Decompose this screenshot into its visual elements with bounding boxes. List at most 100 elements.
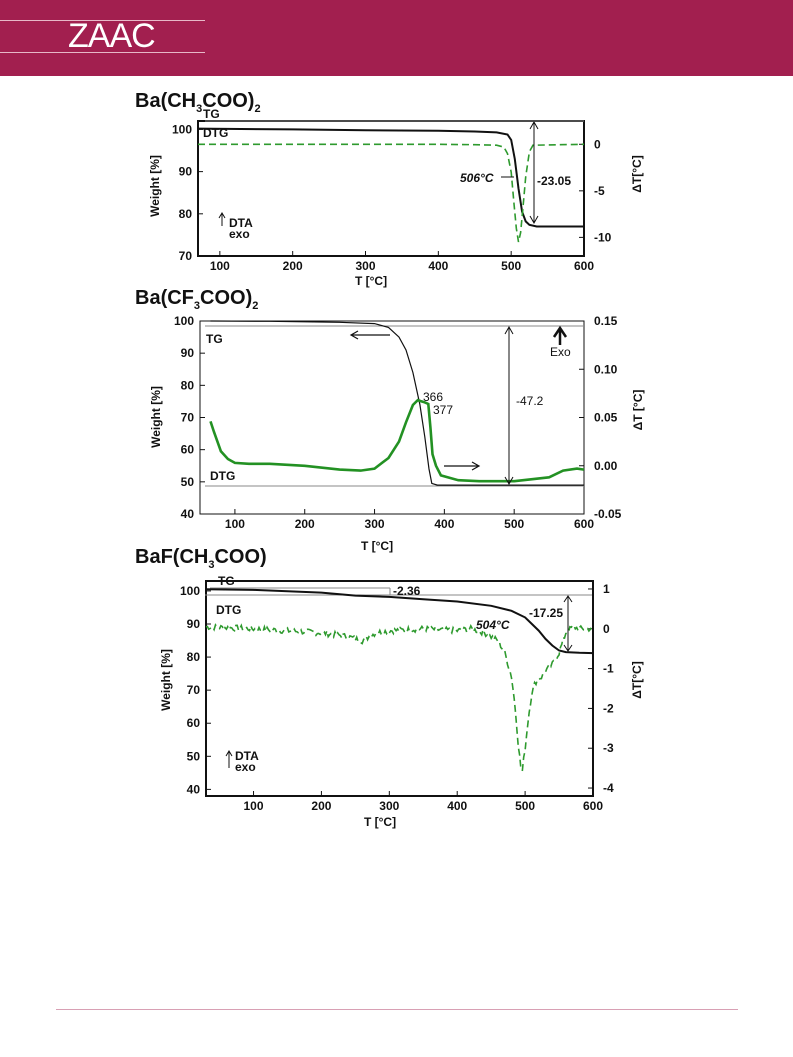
panel3-xtick-label: 300 xyxy=(379,799,399,813)
journal-header: ZAAC xyxy=(0,0,793,76)
panel3-ytick-label: 90 xyxy=(187,617,201,631)
panel3-ytick-label: 70 xyxy=(187,683,201,697)
panel2-left-arrow-icon xyxy=(349,330,390,340)
panel3-frame xyxy=(205,580,594,797)
panel3-xtick-label: 600 xyxy=(583,799,603,813)
panel3-xtick-label: 400 xyxy=(447,799,467,813)
panel3-y2tick-label: 1 xyxy=(603,582,610,596)
panel1-xtick-label: 200 xyxy=(283,259,303,273)
panel2-loss-label: -47.2 xyxy=(516,394,544,408)
panel1-compound-title: Ba(CH3COO)2 xyxy=(135,90,261,115)
panel1-xtick-label: 500 xyxy=(501,259,521,273)
panel1-ytick-label: 70 xyxy=(179,249,193,263)
panel3-ytick-label: 60 xyxy=(187,716,201,730)
panel2-y2tick-label: 0.05 xyxy=(594,411,618,425)
panel1-dta-label: DTA xyxy=(229,216,253,230)
panel1-loss-label: -23.05 xyxy=(537,174,571,188)
panel3-dta-arrow-icon xyxy=(225,750,233,768)
panel3-ytick-label: 80 xyxy=(187,650,201,664)
panel1-y2tick-label: -10 xyxy=(594,230,612,244)
panel2-dtg-line xyxy=(209,398,585,483)
panel3-tg-line xyxy=(205,588,594,655)
header-rule-bottom xyxy=(0,52,205,53)
panel3-compound-title: BaF(CH3COO) xyxy=(135,546,267,571)
panel3-y2label: ΔT[°C] xyxy=(630,661,644,698)
panel3-dtg-line xyxy=(205,623,594,772)
panel3-y2tick-label: -2 xyxy=(603,701,614,715)
panel3-ylabel: Weight [%] xyxy=(159,649,173,711)
panel3-xtick-label: 500 xyxy=(515,799,535,813)
panel2-xtick-label: 500 xyxy=(504,517,524,531)
panel1-exo-label: exo xyxy=(229,227,250,241)
panel2-exo-arrow-icon xyxy=(552,325,568,345)
panel2-peak1-label: 366 xyxy=(423,390,443,404)
panel1-y2tick-label: -5 xyxy=(594,184,605,198)
panel3-xtick-label: 100 xyxy=(244,799,264,813)
panel1-dta-arrow-icon xyxy=(218,212,226,226)
panel1-tg-label: TG xyxy=(203,107,220,121)
panel2-y2tick-label: 0.10 xyxy=(594,362,618,376)
panel1-ytick-label: 100 xyxy=(172,122,192,136)
panel1-ytick-label: 80 xyxy=(179,207,193,221)
panel3-temp-label: 504°C xyxy=(476,618,510,632)
panel2-tg-label: TG xyxy=(206,332,223,346)
panel1-xtick-label: 100 xyxy=(210,259,230,273)
panel3-ytick-label: 100 xyxy=(180,584,200,598)
panel2-xtick-label: 600 xyxy=(574,517,594,531)
panel1-ytick-label: 90 xyxy=(179,165,193,179)
panel3-loss1-label: -2.36 xyxy=(393,584,421,598)
panel1-xtick-label: 300 xyxy=(355,259,375,273)
panel2-ytick-label: 100 xyxy=(174,314,194,328)
panel2-xlabel: T [°C] xyxy=(361,539,393,553)
panel1-xtick-label: 600 xyxy=(574,259,594,273)
panel1-xtick-label: 400 xyxy=(428,259,448,273)
panel2-exo-label: Exo xyxy=(550,345,571,359)
panel2-xtick-label: 200 xyxy=(295,517,315,531)
panel-ba-acetate: Ba(CH3COO)2 100 200 300 400 500 600 70 80 90 100 -… xyxy=(135,90,644,288)
panel2-y2tick-label: -0.05 xyxy=(594,507,622,521)
panel2-ylabel: Weight [%] xyxy=(149,386,163,448)
panel1-tg-line xyxy=(197,127,584,228)
panel2-xtick-label: 300 xyxy=(365,517,385,531)
panel2-xtick-label: 400 xyxy=(434,517,454,531)
panel2-ytick-label: 70 xyxy=(181,411,195,425)
panel1-dtg-line xyxy=(198,143,585,243)
panel2-compound-title: Ba(CF3COO)2 xyxy=(135,287,258,312)
panel1-frame xyxy=(197,120,585,257)
panel2-right-arrow-icon xyxy=(444,461,481,471)
panel2-y2tick-label: 0.15 xyxy=(594,314,618,328)
panel3-y2tick-label: -1 xyxy=(603,662,614,676)
panel1-y2label: ΔT[°C] xyxy=(630,155,644,192)
panel2-dtg-label: DTG xyxy=(210,469,235,483)
panel1-temp-label: 506°C xyxy=(460,171,494,185)
panel3-y2tick-label: -3 xyxy=(603,741,614,755)
panel3-y2tick-label: 0 xyxy=(603,622,610,636)
panel3-dtg-label: DTG xyxy=(216,603,241,617)
panel3-loss2-label: -17.25 xyxy=(529,606,563,620)
panel2-ytick-label: 60 xyxy=(181,443,195,457)
panel3-dta-label: DTA xyxy=(235,749,259,763)
panel3-y2tick-label: -4 xyxy=(603,781,614,795)
panel3-ytick-label: 40 xyxy=(187,782,201,796)
panel3-xtick-label: 200 xyxy=(311,799,331,813)
panel1-xlabel: T [°C] xyxy=(355,274,387,288)
panel-baf-acetate: BaF(CH3COO) 100 200 300 400 500 600 40 50 60 70 80… xyxy=(135,546,644,829)
panel2-tg-line xyxy=(210,320,584,486)
panel2-ytick-label: 50 xyxy=(181,475,195,489)
panel3-tg-label: TG xyxy=(218,574,235,588)
panel2-ytick-label: 40 xyxy=(181,507,195,521)
panel1-dtg-label: DTG xyxy=(203,126,228,140)
panel2-peak2-label: 377 xyxy=(433,403,453,417)
header-rule-top xyxy=(0,20,205,21)
panel1-y2tick-label: 0 xyxy=(594,137,601,151)
journal-logo: ZAAC xyxy=(68,17,156,55)
panel3-ytick-label: 50 xyxy=(187,749,201,763)
panel1-ylabel: Weight [%] xyxy=(148,155,162,217)
panel2-y2tick-label: 0.00 xyxy=(594,459,618,473)
panel2-ytick-label: 90 xyxy=(181,346,195,360)
panel2-ytick-label: 80 xyxy=(181,378,195,392)
panel2-y2label: ΔT [°C] xyxy=(631,390,645,431)
panel3-xlabel: T [°C] xyxy=(364,815,396,829)
panel3-exo-label: exo xyxy=(235,760,256,774)
